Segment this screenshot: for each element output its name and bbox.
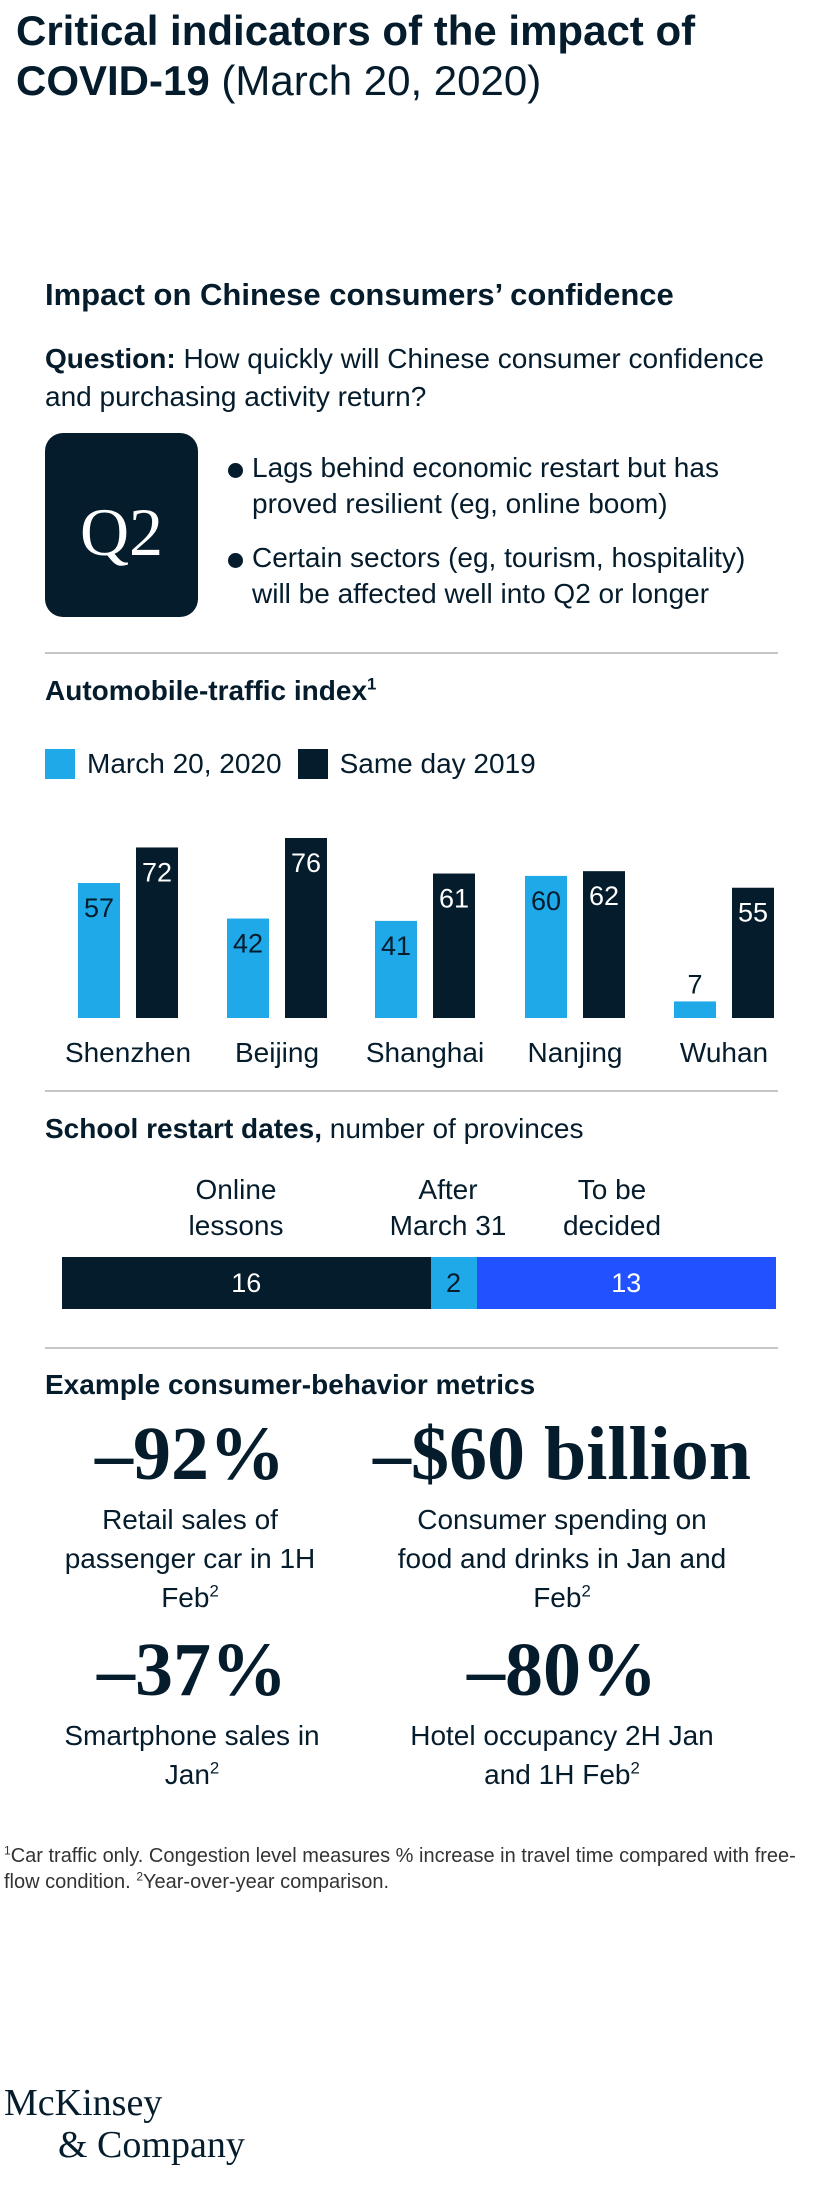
bar-shanghai-2019 xyxy=(433,873,475,1018)
divider xyxy=(45,1090,778,1092)
traffic-bar-chart: 57 72 Shenzhen 42 76 Beijing 41 61 Shanghai 60 62 N… xyxy=(65,838,774,1068)
bar-nanjing-2020 xyxy=(525,875,567,1018)
bar-value-label: 42 xyxy=(233,929,263,959)
logo-line2: & Company xyxy=(58,2124,245,2166)
metric-desc: Smartphone sales in Jan2 xyxy=(64,1720,320,1790)
segment-2: 13 xyxy=(476,1257,776,1309)
q2-badge: Q2 xyxy=(45,433,198,617)
traffic-title-text: Automobile-traffic index xyxy=(45,675,368,706)
bar-shanghai-2020 xyxy=(375,920,417,1018)
bullet-item: Lags behind economic restart but has pro… xyxy=(226,450,786,522)
category-label: Shenzhen xyxy=(65,1037,191,1068)
category-label: Wuhan xyxy=(680,1037,768,1068)
metric-desc: Consumer spending on food and drinks in … xyxy=(397,1504,727,1613)
question-text: How quickly will Chinese consumer confid… xyxy=(45,343,764,412)
bar-beijing-2019 xyxy=(285,838,327,1018)
metric-hotel: –80% Hotel occupancy 2H Jan and 1H Feb2 xyxy=(372,1628,752,1794)
metric-value: –37% xyxy=(97,1628,287,1712)
traffic-title-sup: 1 xyxy=(367,674,377,694)
school-title-text: School restart dates, xyxy=(45,1113,322,1144)
legend-label-2020: March 20, 2020 xyxy=(87,748,282,779)
bar-shenzhen-2019 xyxy=(136,847,178,1018)
bar-nanjing-2019 xyxy=(583,871,625,1018)
question: Question: How quickly will Chinese consu… xyxy=(45,340,775,416)
mckinsey-logo: McKinsey & Company xyxy=(4,2082,245,2166)
page-title: Critical indicators of the impact of COV… xyxy=(16,6,796,106)
bullet-list: Lags behind economic restart but has pro… xyxy=(226,450,786,630)
metric-value: –80% xyxy=(467,1628,657,1712)
metric-desc: Retail sales of passenger car in 1H Feb2 xyxy=(64,1504,316,1613)
metric-desc: Hotel occupancy 2H Jan and 1H Feb2 xyxy=(410,1720,714,1790)
metric-food-spending: –$60 billion Consumer spending on food a… xyxy=(342,1412,782,1617)
bar-value-label: 72 xyxy=(142,857,172,887)
category-label: Shanghai xyxy=(366,1037,484,1068)
metrics-heading: Example consumer-behavior metrics xyxy=(45,1369,536,1400)
metric-value: –$60 billion xyxy=(373,1412,751,1496)
category-label: Beijing xyxy=(235,1037,319,1068)
bar-shenzhen-2020 xyxy=(78,883,120,1018)
logo-line1: McKinsey xyxy=(4,2082,163,2124)
segment-label-after: After March 31 xyxy=(389,1174,507,1241)
bar-beijing-2020 xyxy=(227,918,269,1018)
confidence-heading: Impact on Chinese consumers’ confidence xyxy=(45,277,674,312)
bar-value-label: 61 xyxy=(439,884,469,914)
traffic-chart-title: Automobile-traffic index1 xyxy=(45,672,376,710)
legend-label-2019: Same day 2019 xyxy=(339,748,536,779)
bar-value-label: 55 xyxy=(738,898,768,928)
segment-0: 16 xyxy=(62,1257,431,1309)
metric-car-sales: –92% Retail sales of passenger car in 1H… xyxy=(40,1412,340,1617)
metric-value: –92% xyxy=(95,1412,285,1496)
bar-wuhan-2019 xyxy=(732,887,774,1018)
title-date: (March 20, 2020) xyxy=(221,57,542,104)
divider xyxy=(45,652,778,654)
bar-wuhan-2020 xyxy=(674,1001,716,1018)
bar-value-label: 57 xyxy=(84,893,114,923)
segment-label-online: Online lessons xyxy=(188,1174,284,1241)
legend-swatch-2019 xyxy=(297,749,328,779)
title-text: Critical indicators of the impact of COV… xyxy=(16,7,696,104)
category-label: Nanjing xyxy=(528,1037,623,1068)
bar-value-label: 76 xyxy=(291,848,321,878)
school-chart-title: School restart dates, number of province… xyxy=(45,1110,583,1148)
school-subtitle: number of provinces xyxy=(329,1113,584,1144)
bar-value-label: 41 xyxy=(381,931,411,961)
traffic-legend: March 20, 2020 Same day 2019 xyxy=(45,748,552,780)
footnote: 1Car traffic only. Congestion level meas… xyxy=(4,1843,796,1893)
question-label: Question: xyxy=(45,343,176,374)
school-stacked-bar: 16 2 13 xyxy=(62,1257,776,1309)
divider xyxy=(45,1347,778,1349)
bullet-item: Certain sectors (eg, tourism, hospitalit… xyxy=(226,540,786,612)
legend-swatch-2020 xyxy=(45,749,75,779)
bar-value-label: 60 xyxy=(531,886,561,916)
metric-smartphone: –37% Smartphone sales in Jan2 xyxy=(42,1628,342,1794)
segment-label-tbd: To be decided xyxy=(562,1174,662,1241)
bar-value-label: 62 xyxy=(589,881,619,911)
bar-value-label: 7 xyxy=(687,969,702,999)
segment-1: 2 xyxy=(430,1257,477,1309)
